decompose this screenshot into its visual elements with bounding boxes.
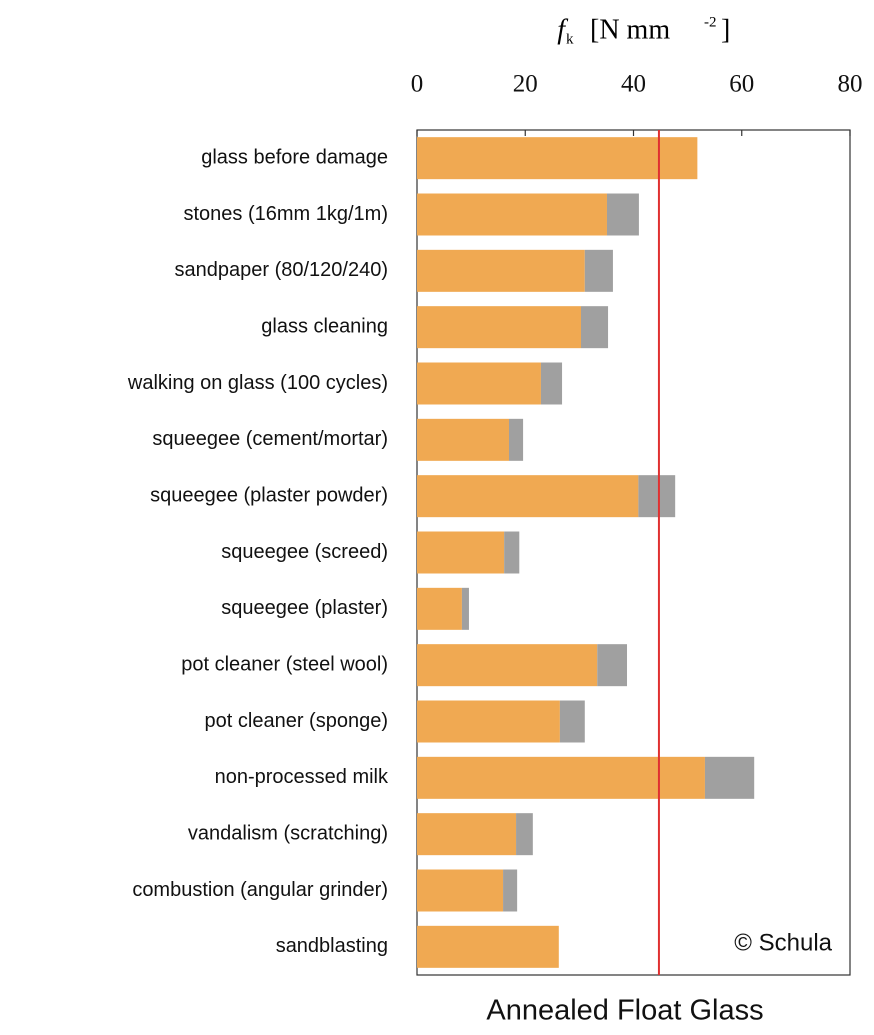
bar-segment	[417, 137, 698, 180]
bar-segment	[417, 475, 639, 518]
bar-segment	[417, 813, 517, 856]
category-label: sandpaper (80/120/240)	[175, 259, 389, 281]
bar-segment	[417, 644, 598, 687]
x-tick-label: 0	[411, 71, 424, 98]
label-exponent: -2	[704, 14, 717, 30]
x-tick-label: 60	[729, 71, 754, 98]
bar-segment	[638, 475, 676, 518]
bar-segment	[516, 813, 533, 856]
category-label: squeegee (cement/mortar)	[152, 428, 388, 450]
x-tick-label: 20	[513, 71, 538, 98]
bar-segment	[584, 249, 613, 292]
category-label: pot cleaner (steel wool)	[181, 653, 388, 675]
category-label: non-processed milk	[215, 766, 389, 788]
category-label: squeegee (screed)	[221, 541, 388, 563]
category-label: walking on glass (100 cycles)	[127, 372, 388, 394]
bar-segment	[461, 587, 469, 630]
caption: Annealed Float Glass	[486, 995, 763, 1027]
bar-segment	[704, 756, 755, 799]
bar-segment	[417, 362, 541, 405]
label-close: ]	[721, 14, 730, 45]
bar-segment	[504, 531, 520, 574]
bar-segment	[606, 193, 639, 236]
bar-segment	[417, 193, 607, 236]
category-label: glass cleaning	[261, 315, 388, 337]
bar-segment	[503, 869, 518, 912]
bar-segment	[417, 249, 585, 292]
bar-segment	[580, 306, 609, 349]
category-label: squeegee (plaster)	[221, 597, 388, 619]
bar-segment	[417, 756, 705, 799]
bar-segment	[509, 418, 524, 461]
label-unit: [N mm	[590, 14, 670, 45]
label-subscript: k	[566, 31, 574, 47]
bar-segment	[597, 644, 628, 687]
bar-segment	[417, 306, 581, 349]
category-label: squeegee (plaster powder)	[150, 484, 388, 506]
bar-segment	[417, 418, 510, 461]
bar-segment	[540, 362, 563, 405]
label-symbol: f	[557, 14, 568, 45]
bar-segment	[417, 587, 462, 630]
bar-segment	[559, 700, 585, 743]
bar-segment	[417, 869, 504, 912]
category-label: combustion (angular grinder)	[132, 879, 388, 901]
category-label: pot cleaner (sponge)	[205, 710, 388, 732]
bar-segment	[417, 531, 505, 574]
bar-segment	[417, 925, 559, 968]
x-tick-label: 40	[621, 71, 646, 98]
bar-segment	[417, 700, 560, 743]
annotation: © Schula	[734, 929, 832, 956]
category-label: stones (16mm 1kg/1m)	[183, 203, 388, 225]
category-label: vandalism (scratching)	[188, 822, 388, 844]
category-label: glass before damage	[201, 146, 388, 168]
category-label: sandblasting	[276, 935, 388, 957]
x-axis-label: f k [N mm -2 ]	[557, 14, 730, 47]
x-tick-label: 80	[838, 71, 863, 98]
